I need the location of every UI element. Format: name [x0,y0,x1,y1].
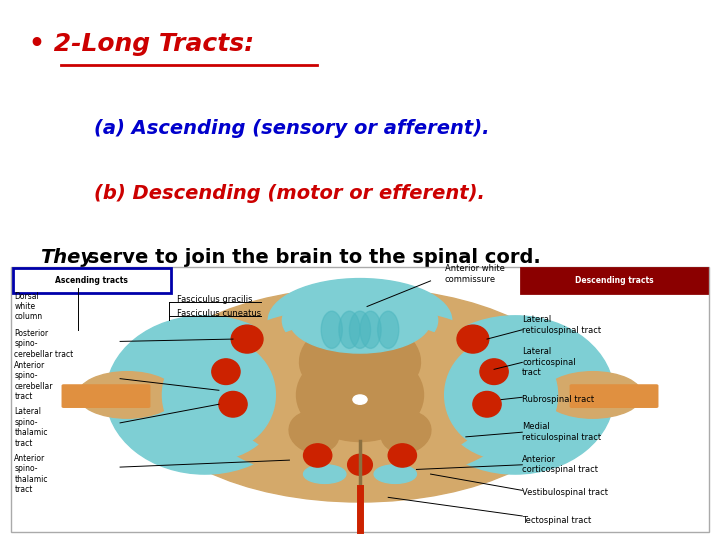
Text: Rubrospinal tract: Rubrospinal tract [522,395,595,404]
FancyBboxPatch shape [61,384,150,408]
Ellipse shape [377,311,399,348]
Ellipse shape [377,323,428,383]
Text: Fasciculus cuneatus: Fasciculus cuneatus [176,309,261,318]
Text: Medial
reticulospinal tract: Medial reticulospinal tract [522,422,601,442]
Ellipse shape [269,279,451,362]
Text: (b) Descending (motor or efferent).: (b) Descending (motor or efferent). [94,184,485,202]
Text: Lateral
spino-
thalamic
tract: Lateral spino- thalamic tract [14,408,48,448]
Ellipse shape [438,330,579,460]
Ellipse shape [292,323,343,383]
Ellipse shape [457,325,489,353]
Ellipse shape [374,465,416,483]
Ellipse shape [544,372,642,418]
Ellipse shape [304,465,346,483]
Ellipse shape [163,339,275,451]
Ellipse shape [141,330,282,460]
Ellipse shape [348,454,372,475]
Ellipse shape [191,307,529,483]
Ellipse shape [289,288,431,353]
Ellipse shape [377,332,420,383]
Ellipse shape [141,288,579,502]
Ellipse shape [304,444,332,467]
Ellipse shape [282,339,438,451]
Text: Anterior
spino-
cerebellar
tract: Anterior spino- cerebellar tract [14,361,53,401]
Ellipse shape [282,283,438,357]
Ellipse shape [231,325,263,353]
Ellipse shape [289,411,339,453]
FancyBboxPatch shape [570,384,659,408]
Text: They: They [40,248,93,267]
FancyBboxPatch shape [13,268,171,293]
Ellipse shape [300,332,343,383]
Text: Tectospinal tract: Tectospinal tract [522,516,592,525]
Text: Anterior white
commissure: Anterior white commissure [445,264,505,284]
Ellipse shape [297,348,423,442]
Text: Posterior
spino-
cerebellar tract: Posterior spino- cerebellar tract [14,329,73,359]
Text: (a) Ascending (sensory or afferent).: (a) Ascending (sensory or afferent). [94,119,489,138]
Ellipse shape [416,316,614,474]
FancyBboxPatch shape [521,268,707,293]
Ellipse shape [361,303,387,350]
Ellipse shape [282,407,340,457]
Ellipse shape [312,300,337,346]
Ellipse shape [388,444,416,467]
Ellipse shape [321,311,343,348]
Ellipse shape [212,359,240,384]
Ellipse shape [226,320,494,469]
Text: serve to join the brain to the spinal cord.: serve to join the brain to the spinal co… [81,248,541,267]
Ellipse shape [353,395,367,404]
Ellipse shape [106,316,304,474]
Text: Fasciculus gracilis: Fasciculus gracilis [176,295,252,304]
Text: Ascending tracts: Ascending tracts [55,276,128,286]
Ellipse shape [348,307,372,353]
Ellipse shape [219,392,247,417]
Ellipse shape [360,311,381,348]
Ellipse shape [333,303,359,350]
Text: Vestibulospinal tract: Vestibulospinal tract [522,488,608,497]
Ellipse shape [381,411,431,453]
Ellipse shape [349,311,371,348]
Text: Anterior
corticospinal tract: Anterior corticospinal tract [522,455,598,475]
Ellipse shape [78,372,176,418]
Text: Dorsal
white
column: Dorsal white column [14,292,42,321]
Ellipse shape [380,407,438,457]
Ellipse shape [445,339,557,451]
Text: Anterior
spino-
thalamic
tract: Anterior spino- thalamic tract [14,454,48,494]
Ellipse shape [480,359,508,384]
Text: • 2-Long Tracts:: • 2-Long Tracts: [29,32,254,56]
Ellipse shape [473,392,501,417]
Text: Lateral
corticospinal
tract: Lateral corticospinal tract [522,347,576,377]
Ellipse shape [339,311,360,348]
Text: Descending tracts: Descending tracts [575,276,653,286]
Ellipse shape [383,300,408,346]
Text: Lateral
reticulospinal tract: Lateral reticulospinal tract [522,315,601,335]
